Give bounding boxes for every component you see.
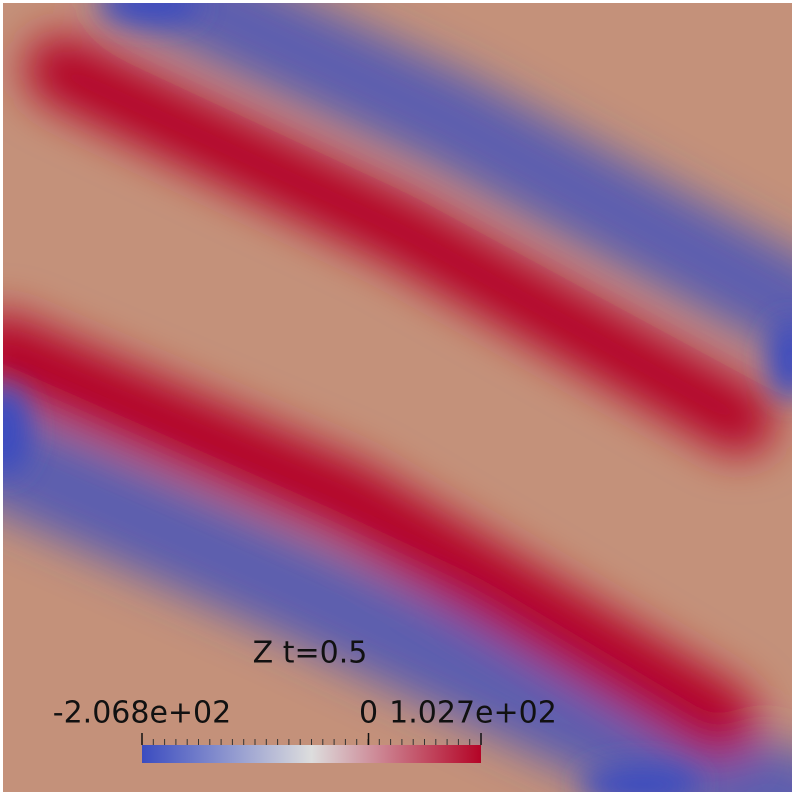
title: Z t=0.5 [253, 636, 368, 671]
tick-label: 0 [359, 696, 378, 731]
tick-label: 1.027e+02 [389, 696, 557, 731]
tick-label: -2.068e+02 [53, 696, 231, 731]
colorbar [142, 745, 481, 763]
